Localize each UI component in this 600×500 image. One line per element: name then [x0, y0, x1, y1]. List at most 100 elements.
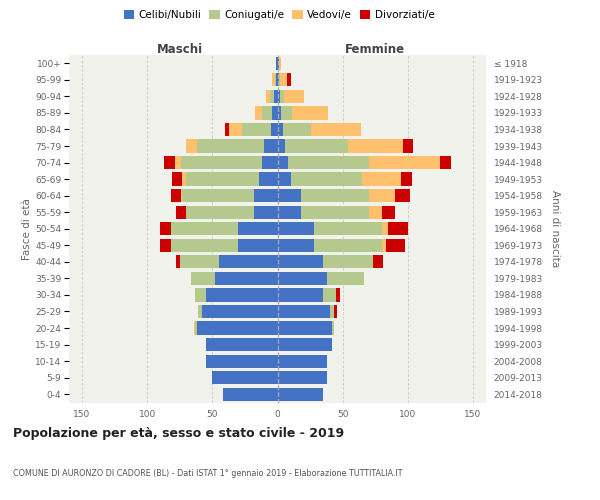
Bar — [280, 90, 284, 103]
Bar — [403, 140, 413, 152]
Bar — [186, 206, 254, 219]
Bar — [266, 90, 269, 103]
Bar — [277, 206, 301, 219]
Bar — [348, 140, 403, 152]
Bar — [281, 106, 292, 120]
Bar — [197, 322, 277, 334]
Bar — [175, 156, 181, 169]
Bar — [362, 172, 401, 186]
Bar — [223, 388, 277, 401]
Bar — [181, 156, 262, 169]
Bar — [277, 288, 323, 302]
Bar — [198, 305, 202, 318]
Bar — [180, 255, 219, 268]
Bar — [314, 238, 382, 252]
Legend: Celibi/Nubili, Coniugati/e, Vedovi/e, Divorziati/e: Celibi/Nubili, Coniugati/e, Vedovi/e, Di… — [119, 6, 439, 25]
Bar — [382, 206, 395, 219]
Text: Popolazione per età, sesso e stato civile - 2019: Popolazione per età, sesso e stato civil… — [13, 428, 344, 440]
Bar — [382, 222, 388, 235]
Bar — [277, 272, 327, 285]
Bar — [369, 189, 395, 202]
Bar — [259, 172, 277, 186]
Bar — [280, 73, 287, 86]
Bar — [277, 156, 288, 169]
Bar — [164, 156, 175, 169]
Bar — [176, 255, 180, 268]
Bar — [329, 305, 334, 318]
Y-axis label: Anni di nascita: Anni di nascita — [550, 190, 560, 268]
Bar — [290, 172, 362, 186]
Bar — [206, 338, 277, 351]
Bar — [256, 106, 262, 120]
Bar — [276, 56, 277, 70]
Y-axis label: Fasce di età: Fasce di età — [22, 198, 32, 260]
Bar — [197, 140, 265, 152]
Bar — [283, 123, 311, 136]
Bar — [229, 123, 242, 136]
Bar — [212, 371, 277, 384]
Bar — [382, 238, 386, 252]
Text: Maschi: Maschi — [157, 43, 203, 56]
Bar — [301, 206, 369, 219]
Bar — [369, 156, 440, 169]
Bar — [262, 156, 277, 169]
Bar — [373, 255, 383, 268]
Bar — [202, 305, 277, 318]
Bar — [440, 156, 451, 169]
Bar — [276, 73, 277, 86]
Bar — [323, 255, 373, 268]
Bar — [170, 189, 181, 202]
Bar — [196, 322, 197, 334]
Bar — [275, 73, 276, 86]
Bar — [272, 106, 277, 120]
Bar — [262, 106, 272, 120]
Bar — [277, 90, 280, 103]
Bar — [254, 206, 277, 219]
Bar — [277, 189, 301, 202]
Bar — [279, 56, 281, 70]
Bar — [277, 123, 283, 136]
Bar — [336, 288, 340, 302]
Bar — [386, 238, 405, 252]
Bar — [271, 123, 277, 136]
Bar — [277, 73, 279, 86]
Bar — [277, 140, 286, 152]
Bar — [226, 123, 229, 136]
Text: COMUNE DI AURONZO DI CADORE (BL) - Dati ISTAT 1° gennaio 2019 - Elaborazione TUT: COMUNE DI AURONZO DI CADORE (BL) - Dati … — [13, 469, 403, 478]
Bar — [182, 189, 254, 202]
Bar — [272, 73, 275, 86]
Bar — [401, 172, 412, 186]
Bar — [277, 354, 327, 368]
Bar — [194, 322, 196, 334]
Bar — [277, 388, 323, 401]
Bar — [277, 305, 329, 318]
Text: Femmine: Femmine — [345, 43, 405, 56]
Bar — [388, 222, 408, 235]
Bar — [277, 371, 327, 384]
Bar — [277, 238, 314, 252]
Bar — [277, 56, 279, 70]
Bar — [186, 140, 197, 152]
Bar — [206, 354, 277, 368]
Bar — [196, 288, 206, 302]
Bar — [286, 140, 348, 152]
Bar — [287, 73, 290, 86]
Bar — [369, 206, 382, 219]
Bar — [269, 90, 274, 103]
Bar — [238, 222, 277, 235]
Bar — [274, 90, 277, 103]
Bar — [191, 272, 215, 285]
Bar — [395, 189, 410, 202]
Bar — [160, 222, 170, 235]
Bar — [172, 172, 182, 186]
Bar — [292, 106, 328, 120]
Bar — [160, 238, 170, 252]
Bar — [288, 156, 369, 169]
Bar — [206, 288, 277, 302]
Bar — [219, 255, 277, 268]
Bar — [277, 106, 281, 120]
Bar — [284, 90, 304, 103]
Bar — [186, 172, 259, 186]
Bar — [265, 140, 277, 152]
Bar — [254, 189, 277, 202]
